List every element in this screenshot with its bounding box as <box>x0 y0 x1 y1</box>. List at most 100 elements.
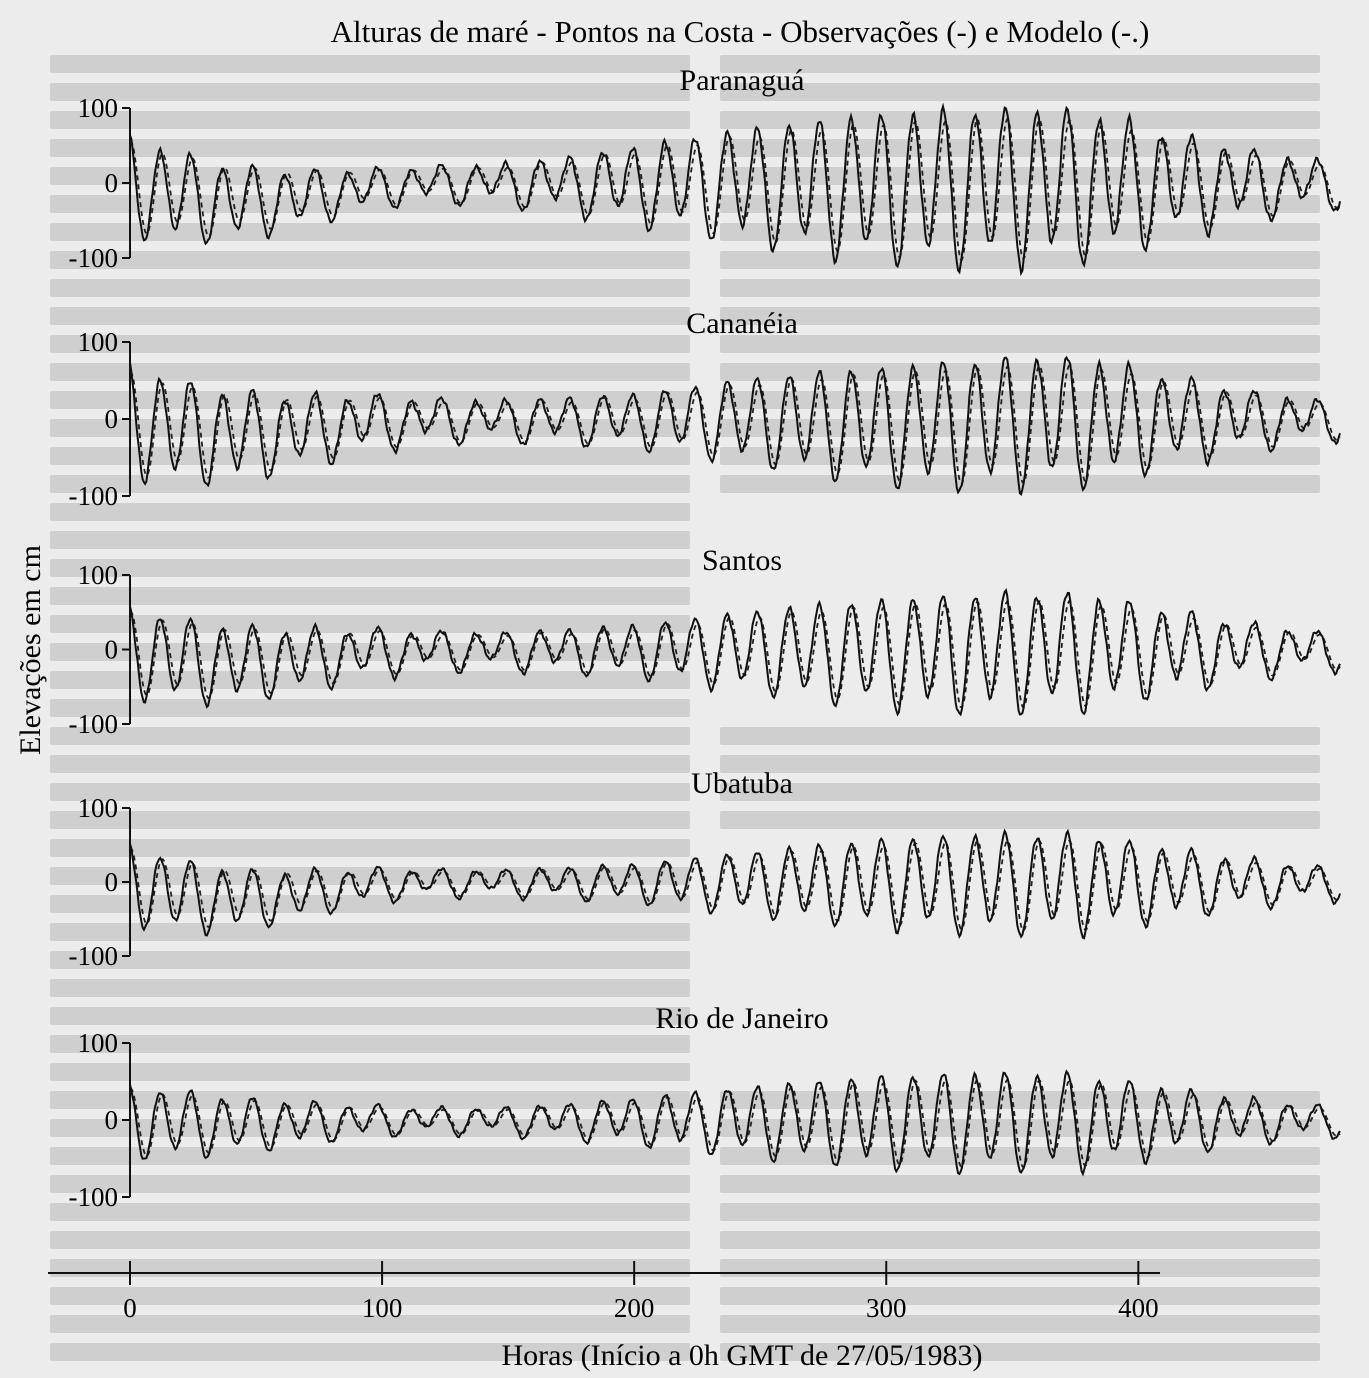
x-tick-label: 400 <box>1118 1293 1159 1323</box>
background-text-line <box>50 447 690 465</box>
y-tick-label: -100 <box>69 1182 119 1212</box>
panel: Santos 100 0 -100 <box>69 544 1341 739</box>
chart-title: Alturas de maré - Pontos na Costa - Obse… <box>331 14 1150 49</box>
background-text-line <box>720 1231 1320 1249</box>
background-text-line <box>50 1007 690 1025</box>
background-text-line <box>720 811 1320 829</box>
background-text-line <box>720 55 1320 73</box>
background-text-line <box>50 1231 690 1249</box>
background-text-line <box>720 1287 1320 1305</box>
background-text-line <box>50 1203 690 1221</box>
background-text-line <box>720 755 1320 773</box>
background-text-line <box>50 139 690 157</box>
background-text-line <box>720 1315 1320 1333</box>
y-tick-label: -100 <box>69 709 119 739</box>
background-text-line <box>50 251 690 269</box>
panels: Paranaguá 100 0 -100 Cananéia 100 0 -100 Santos 1… <box>69 64 1341 1212</box>
panel-title: Ubatuba <box>691 767 793 800</box>
background-text-line <box>50 307 690 325</box>
y-axis-label: Elevações em cm <box>14 545 47 755</box>
y-tick-label: 100 <box>78 560 119 590</box>
panel: Rio de Janeiro 100 0 -100 <box>69 1002 1341 1212</box>
background-text-line <box>720 335 1320 353</box>
background-text-line <box>50 111 690 129</box>
background-text-line <box>50 83 690 101</box>
background-text-line <box>50 839 690 857</box>
panel-title: Rio de Janeiro <box>655 1002 828 1035</box>
x-tick-label: 300 <box>866 1293 907 1323</box>
background-text-line <box>50 1091 690 1109</box>
panel: Paranaguá 100 0 -100 <box>69 64 1341 277</box>
background-text-line <box>50 1287 690 1305</box>
background-text-line <box>50 867 690 885</box>
background-text-line <box>50 279 690 297</box>
background-text-line <box>720 1091 1320 1109</box>
y-tick-label: 100 <box>78 327 119 357</box>
background-text-line <box>720 475 1320 493</box>
x-tick-label: 0 <box>123 1293 137 1323</box>
background-text-line <box>50 391 690 409</box>
background-text-line <box>50 811 690 829</box>
y-tick-label: 0 <box>105 1105 119 1135</box>
series-observed-line <box>129 1069 1341 1177</box>
x-tick-label: 200 <box>614 1293 655 1323</box>
background-text-line <box>50 55 690 73</box>
background-text-line <box>720 363 1320 381</box>
background-text-line <box>50 1343 690 1361</box>
y-tick-label: 0 <box>105 867 119 897</box>
background-text-line <box>720 1343 1320 1361</box>
background-text-line <box>50 167 690 185</box>
background-text-line <box>50 503 690 521</box>
series-observed-line <box>129 828 1341 940</box>
y-tick-label: 100 <box>78 793 119 823</box>
background-text-line <box>50 1035 690 1053</box>
background-text-line <box>50 1119 690 1137</box>
background-text-line <box>50 755 690 773</box>
background-text-line <box>720 279 1320 297</box>
background-text-line <box>720 111 1320 129</box>
series-model-line <box>129 1078 1341 1169</box>
background-text-line <box>50 1175 690 1193</box>
background-text-line <box>50 671 690 689</box>
series-model-line <box>129 117 1341 262</box>
y-tick-label: 0 <box>105 168 119 198</box>
background-text-line <box>50 1315 690 1333</box>
background-text-line <box>50 587 690 605</box>
y-tick-label: 100 <box>78 1028 119 1058</box>
background-text-line <box>720 83 1320 101</box>
background-text-line <box>50 783 690 801</box>
y-tick-label: -100 <box>69 481 119 511</box>
background-text-line <box>50 531 690 549</box>
background-text-line <box>50 559 690 577</box>
background-text-line <box>50 951 690 969</box>
series-model-line <box>129 839 1341 932</box>
background-text-line <box>50 615 690 633</box>
background-text-line <box>720 1203 1320 1221</box>
y-tick-label: 0 <box>105 404 119 434</box>
y-tick-label: -100 <box>69 243 119 273</box>
background-text-line <box>720 139 1320 157</box>
panel: Ubatuba 100 0 -100 <box>69 767 1341 971</box>
panel-title: Santos <box>702 544 782 577</box>
background-text-line <box>50 363 690 381</box>
y-tick-label: -100 <box>69 941 119 971</box>
background-text-line <box>720 783 1320 801</box>
y-tick-label: 100 <box>78 93 119 123</box>
series-observed-line <box>129 102 1341 277</box>
series-observed-line <box>129 587 1341 717</box>
x-axis-label: Horas (Início a 0h GMT de 27/05/1983) <box>501 1339 982 1372</box>
y-tick-label: 0 <box>105 635 119 665</box>
background-text-line <box>720 1175 1320 1193</box>
panel-title: Paranaguá <box>680 64 805 97</box>
background-text-line <box>50 895 690 913</box>
background-text-line <box>720 391 1320 409</box>
x-tick-label: 100 <box>362 1293 403 1323</box>
x-axis: 0 100 200 300 400 <box>48 1261 1160 1323</box>
background-text-line <box>50 195 690 213</box>
background-text-line <box>50 979 690 997</box>
background-text-line <box>50 1063 690 1081</box>
background-text-line <box>720 307 1320 325</box>
background-text-line <box>50 727 690 745</box>
